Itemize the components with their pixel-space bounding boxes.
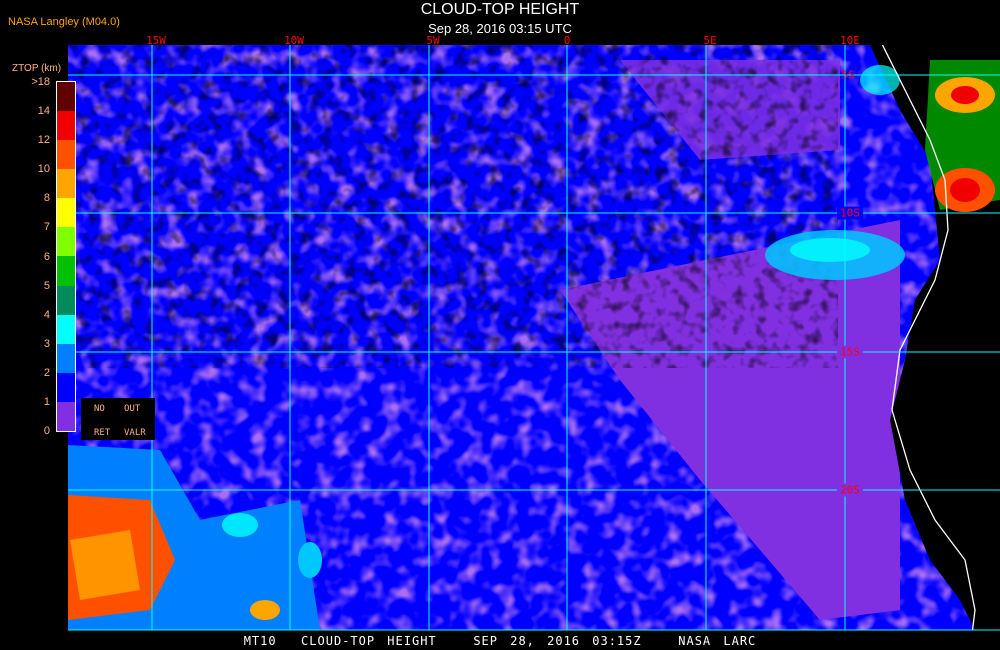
color-scale-swatch (57, 82, 75, 112)
legend-tick-label: 5 (43, 279, 50, 292)
color-scale-swatch (57, 169, 75, 199)
color-scale-swatch (57, 343, 75, 373)
longitude-label: 10E (840, 34, 860, 47)
latitude-label: 5S (841, 68, 855, 82)
legend-tick-label: 4 (43, 308, 50, 321)
no-label: NO (94, 404, 105, 414)
color-scale-swatch (57, 314, 75, 344)
color-scale-swatch (57, 227, 75, 257)
longitude-label: 5E (703, 34, 717, 47)
no-retrieval-key: NO OUT RET VALR (81, 398, 155, 440)
color-scale-swatch (57, 198, 75, 228)
legend-tick-label: 14 (37, 105, 50, 118)
legend-tick-label: >18 (31, 76, 50, 88)
producer-label: NASA Langley (M04.0) (8, 16, 120, 28)
legend-tick-label: 10 (37, 163, 50, 176)
legend-tick-label: 3 (43, 337, 50, 350)
longitude-label: 15W (146, 34, 166, 47)
legend-tick-label: 7 (43, 221, 50, 234)
legend-tick-label: 1 (43, 395, 50, 408)
legend-tick-label: 0 (43, 425, 50, 437)
legend-tick-label: 8 (43, 192, 50, 205)
valr-label: VALR (124, 428, 146, 438)
legend-tick-label: 6 (43, 250, 50, 263)
longitude-label: 0 (563, 34, 571, 47)
color-scale-swatch (57, 372, 75, 402)
longitude-label: 10W (284, 34, 304, 47)
color-scale-swatch (57, 285, 75, 315)
ret-label: RET (94, 428, 111, 438)
longitude-label: 5W (426, 34, 440, 47)
latitude-label: 10S (837, 206, 863, 220)
map-timestamp: Sep 28, 2016 03:15 UTC (428, 21, 572, 36)
legend-title: ZTOP (km) (12, 63, 62, 74)
color-scale-swatch (57, 111, 75, 141)
color-scale-swatch (57, 256, 75, 286)
latitude-label: 15S (837, 345, 863, 359)
legend-tick-label: 12 (37, 134, 50, 147)
latitude-label: 20S (837, 483, 863, 497)
color-scale-swatch (57, 140, 75, 170)
footer-caption: MT10 CLOUD-TOP HEIGHT SEP 28, 2016 03:15… (243, 634, 757, 648)
map-title: CLOUD-TOP HEIGHT (420, 1, 580, 18)
color-scale-bar (56, 81, 76, 432)
color-scale-swatch (57, 401, 75, 431)
legend-tick-label: 2 (43, 366, 50, 379)
out-label: OUT (124, 404, 141, 414)
coastline (881, 45, 976, 630)
